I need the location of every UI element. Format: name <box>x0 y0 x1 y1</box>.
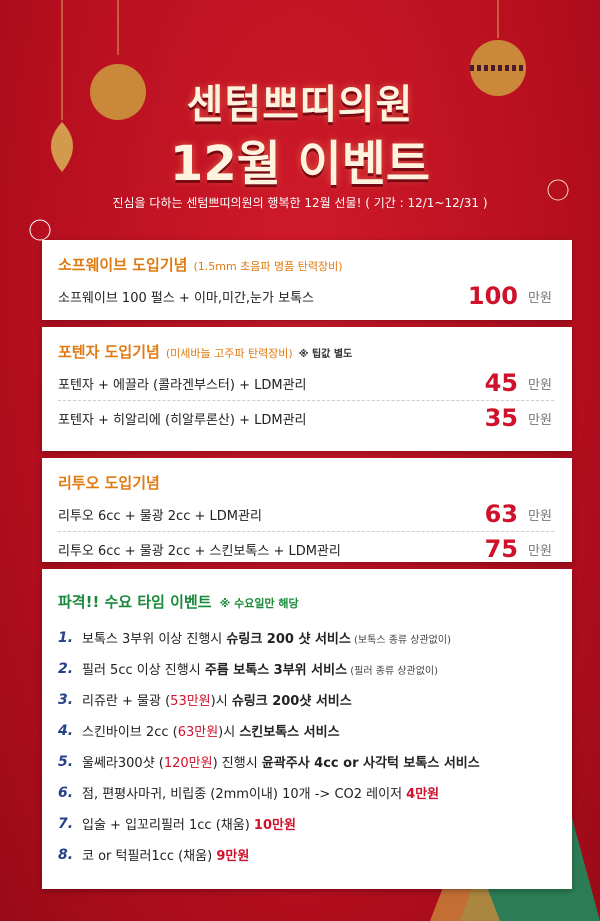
text-segment: 슈링크 200샷 서비스 <box>231 694 352 709</box>
item-price: 63 <box>484 500 518 528</box>
item-price: 75 <box>484 535 518 563</box>
text-segment: 슈링크 200 샷 서비스 <box>226 632 351 647</box>
item-name: 포텐자 + 히알리에 (히알루론산) + LDM관리 <box>58 412 307 428</box>
section-note: (미세바늘 고주파 탄력장비) <box>165 347 293 360</box>
text-segment: 53만원 <box>170 694 211 709</box>
item-number: 1. <box>58 629 74 646</box>
text-segment: 63만원 <box>177 725 219 740</box>
event-item: 8. 코 or 턱필러1cc (채움) 9만원 <box>58 839 554 870</box>
text-segment: 120만원 <box>163 756 213 771</box>
section-title: 리투오 도입기념 <box>58 474 160 492</box>
item-number: 3. <box>58 691 74 708</box>
item-name: 리투오 6cc + 물광 2cc + LDM관리 <box>58 508 262 524</box>
item-list: 소프웨이브 100 펄스 + 이마,미간,눈가 보톡스 100 만원 <box>58 279 554 313</box>
item-row: 리투오 6cc + 물광 2cc + LDM관리 63 만원 <box>58 497 554 532</box>
section-title: 소프웨이브 도입기념 <box>58 256 188 274</box>
item-text: 보톡스 3부위 이상 진행시 슈링크 200 샷 서비스 (보톡스 종류 상관없… <box>82 628 451 647</box>
ornament <box>90 64 146 120</box>
item-text: 울쎄라300샷 (120만원) 진행시 윤곽주사 4cc or 사각턱 보톡스 … <box>82 752 480 771</box>
text-segment: 점, 편평사마귀, 비립종 (2mm이내) 10개 -> CO2 레이저 <box>82 787 407 802</box>
event-item: 5. 울쎄라300샷 (120만원) 진행시 윤곽주사 4cc or 사각턱 보톡… <box>58 746 554 777</box>
item-text: 필러 5cc 이상 진행시 주름 보톡스 3부위 서비스 (필러 종류 상관없이… <box>82 659 438 678</box>
item-number: 4. <box>58 722 74 739</box>
item-price: 45 <box>484 369 518 397</box>
text-segment: )시 <box>218 725 240 740</box>
section-title: 포텐자 도입기념 <box>58 343 160 361</box>
text-segment: 스킨보톡스 서비스 <box>239 725 340 740</box>
text-segment: 코 or 턱필러1cc (채움) <box>82 849 217 864</box>
text-segment: 스킨바이브 2cc ( <box>82 725 178 740</box>
section-note: (1.5mm 초음파 명품 탄력장비) <box>193 260 343 273</box>
item-row: 포텐자 + 히알리에 (히알루론산) + LDM관리 35 만원 <box>58 401 554 435</box>
text-segment: 윤곽주사 4cc or 사각턱 보톡스 서비스 <box>261 756 480 771</box>
text-segment: 입술 + 입꼬리필러 1cc (채움) <box>82 818 254 833</box>
text-segment: 주름 보톡스 3부위 서비스 <box>204 663 348 678</box>
text-segment: 리쥬란 + 물광 ( <box>82 694 171 709</box>
content: 소프웨이브 도입기념 (1.5mm 초음파 명품 탄력장비) 소프웨이브 100 펄… <box>42 240 572 889</box>
event-heading: 파격!! 수요 타임 이벤트 ※ 수요일만 해당 <box>58 591 554 612</box>
item-unit: 만원 <box>528 543 552 559</box>
section-extra: ※ 팁값 별도 <box>298 349 353 360</box>
item-unit: 만원 <box>528 377 552 393</box>
event-item: 3. 리쥬란 + 물광 (53만원)시 슈링크 200샷 서비스 <box>58 684 554 715</box>
item-number: 6. <box>58 784 74 801</box>
snowflake <box>29 219 51 241</box>
text-segment: (필러 종류 상관없이) <box>347 666 439 677</box>
section-heading: 포텐자 도입기념 (미세바늘 고주파 탄력장비) ※ 팁값 별도 <box>58 341 554 362</box>
section-box: 리투오 도입기념 리투오 6cc + 물광 2cc + LDM관리 63 만원 리투오 … <box>42 458 572 563</box>
section-heading: 리투오 도입기념 <box>58 472 554 493</box>
event-item: 1. 보톡스 3부위 이상 진행시 슈링크 200 샷 서비스 (보톡스 종류 상… <box>58 622 554 653</box>
item-name: 소프웨이브 100 펄스 + 이마,미간,눈가 보톡스 <box>58 290 314 306</box>
item-number: 8. <box>58 846 74 863</box>
subtitle: 진심을 다하는 센텀쁘띠의원의 행복한 12월 선물! ( 기간 : 12/1~… <box>112 196 488 210</box>
item-unit: 만원 <box>528 412 552 428</box>
item-number: 5. <box>58 753 74 770</box>
item-row: 포텐자 + 에끌라 (콜라겐부스터) + LDM관리 45 만원 <box>58 366 554 401</box>
item-unit: 만원 <box>528 290 552 306</box>
text-segment: 9만원 <box>216 849 250 864</box>
section-heading: 소프웨이브 도입기념 (1.5mm 초음파 명품 탄력장비) <box>58 254 554 275</box>
text-segment: (보톡스 종류 상관없이) <box>350 635 451 646</box>
item-text: 스킨바이브 2cc (63만원)시 스킨보톡스 서비스 <box>82 721 340 740</box>
item-name: 포텐자 + 에끌라 (콜라겐부스터) + LDM관리 <box>58 377 307 393</box>
item-number: 7. <box>58 815 74 832</box>
event-item: 6. 점, 편평사마귀, 비립종 (2mm이내) 10개 -> CO2 레이저 4… <box>58 777 554 808</box>
title: 센텀쁘띠의원 <box>186 82 414 128</box>
item-text: 리쥬란 + 물광 (53만원)시 슈링크 200샷 서비스 <box>82 690 352 709</box>
text-segment: 울쎄라300샷 ( <box>82 756 164 771</box>
text-segment: 필러 5cc 이상 진행시 <box>82 663 205 678</box>
item-text: 코 or 턱필러1cc (채움) 9만원 <box>82 845 249 864</box>
item-list: 리투오 6cc + 물광 2cc + LDM관리 63 만원 리투오 6cc + 물광… <box>58 497 554 566</box>
item-unit: 만원 <box>528 508 552 524</box>
item-list: 포텐자 + 에끌라 (콜라겐부스터) + LDM관리 45 만원 포텐자 + 히알리에… <box>58 366 554 435</box>
event-item: 7. 입술 + 입꼬리필러 1cc (채움) 10만원 <box>58 808 554 839</box>
item-number: 2. <box>58 660 74 677</box>
item-text: 입술 + 입꼬리필러 1cc (채움) 10만원 <box>82 814 296 833</box>
item-text: 점, 편평사마귀, 비립종 (2mm이내) 10개 -> CO2 레이저 4만원 <box>82 783 439 802</box>
event-note: ※ 수요일만 해당 <box>219 597 299 610</box>
item-name: 리투오 6cc + 물광 2cc + 스킨보톡스 + LDM관리 <box>58 543 341 559</box>
title: 12월 이벤트 <box>169 136 431 192</box>
item-price: 100 <box>467 282 518 310</box>
snowflake <box>547 179 569 201</box>
text-segment: 4만원 <box>406 787 440 802</box>
section-box: 소프웨이브 도입기념 (1.5mm 초음파 명품 탄력장비) 소프웨이브 100 펄… <box>42 240 572 320</box>
item-price: 35 <box>484 404 518 432</box>
event-item: 2. 필러 5cc 이상 진행시 주름 보톡스 3부위 서비스 (필러 종류 상관… <box>58 653 554 684</box>
event-title: 파격!! 수요 타임 이벤트 <box>58 593 212 611</box>
item-row: 리투오 6cc + 물광 2cc + 스킨보톡스 + LDM관리 75 만원 <box>58 532 554 566</box>
event-item: 4. 스킨바이브 2cc (63만원)시 스킨보톡스 서비스 <box>58 715 554 746</box>
text-segment: ) 진행시 <box>212 756 262 771</box>
text-segment: 보톡스 3부위 이상 진행시 <box>82 632 227 647</box>
item-row: 소프웨이브 100 펄스 + 이마,미간,눈가 보톡스 100 만원 <box>58 279 554 313</box>
text-segment: )시 <box>210 694 232 709</box>
ornament <box>51 122 73 172</box>
event-box: 파격!! 수요 타임 이벤트 ※ 수요일만 해당 1. 보톡스 3부위 이상 진행시 … <box>42 569 572 889</box>
text-segment: 10만원 <box>253 818 296 833</box>
